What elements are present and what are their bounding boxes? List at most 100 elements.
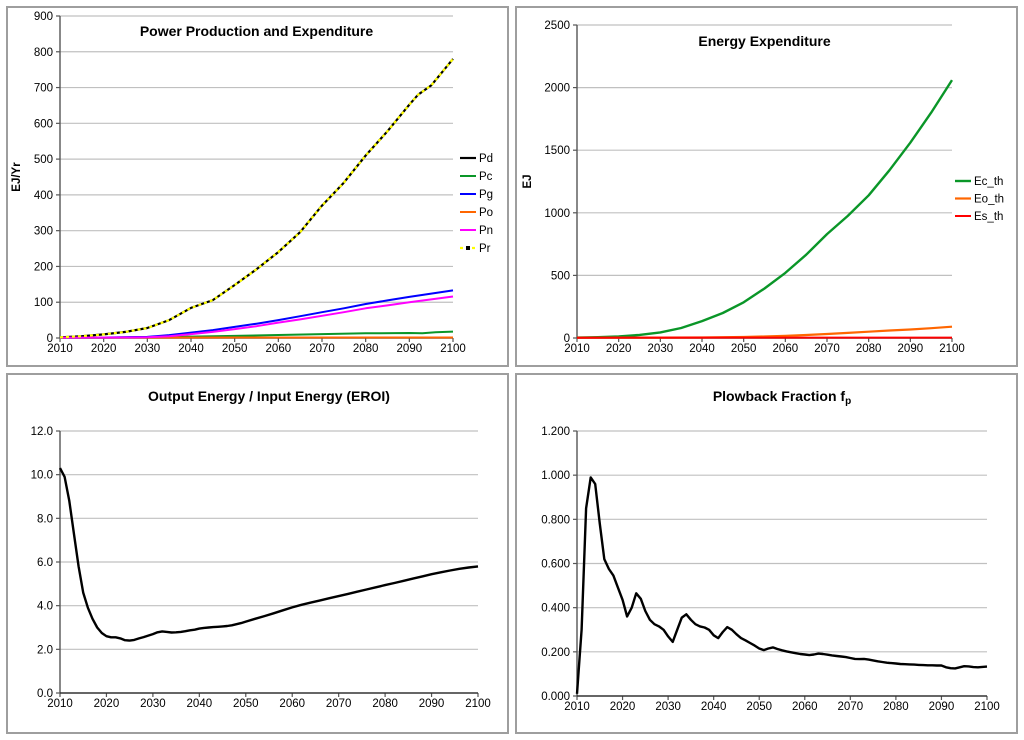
series-line-EROI [58, 467, 479, 642]
x-tick-label: 2090 [419, 698, 445, 710]
y-tick-label: 0 [564, 333, 570, 345]
panel-energy-expenditure: 0 500 1000 1500 2000 2500 2010 2020 2030 2040 2050… [515, 6, 1018, 367]
y-tick-label: 100 [34, 297, 53, 309]
legend-label-Pg: Pg [479, 189, 493, 201]
x-tick-label: 2070 [326, 698, 352, 710]
chart-title-subscript: p [845, 396, 851, 407]
chart-title: Plowback Fraction fp [713, 388, 851, 407]
y-tick-label: 1500 [544, 145, 570, 157]
y-tick-label: 0.800 [541, 514, 570, 526]
y-tick-label: 6.0 [37, 557, 53, 569]
x-tick-label: 2090 [929, 701, 955, 713]
y-tick-label: 500 [551, 270, 570, 282]
legend-label-Ec_th: Ec_th [974, 176, 1003, 188]
x-tick-label: 2070 [309, 343, 335, 355]
y-tick-label: 0.400 [541, 603, 570, 615]
panel-power-production: 0 100 200 300 400 500 600 700 800 900 2010 2020 2030… [6, 6, 509, 367]
x-tick-label: 2050 [746, 701, 772, 713]
series-line-Pd [59, 58, 454, 339]
y-tick-label: 10.0 [31, 470, 53, 482]
x-tick-label: 2060 [773, 343, 799, 355]
x-tick-label: 2030 [655, 701, 681, 713]
legend-label-Eo_th: Eo_th [974, 194, 1004, 206]
y-axis-title: EJ [522, 174, 534, 188]
y-tick-label: 900 [34, 11, 53, 23]
y-tick-label: 2500 [544, 20, 570, 32]
series-line-Pg [59, 289, 454, 339]
y-tick-label: 2000 [544, 83, 570, 95]
x-tick-label: 2100 [440, 343, 466, 355]
y-tick-label: 0.0 [37, 688, 53, 700]
legend-label-Pr: Pr [479, 243, 491, 255]
chart-title: Energy Expenditure [698, 33, 830, 49]
x-tick-label: 2090 [397, 343, 423, 355]
x-tick-label: 2020 [94, 698, 120, 710]
x-tick-label: 2080 [856, 343, 882, 355]
x-tick-label: 2060 [792, 701, 818, 713]
x-tick-label: 2030 [648, 343, 674, 355]
y-tick-label: 1.000 [541, 470, 570, 482]
power-production-chart: 0 100 200 300 400 500 600 700 800 900 2010 2020 2030… [11, 11, 493, 355]
y-tick-label: 12.0 [31, 426, 53, 438]
x-tick-label: 2100 [939, 343, 965, 355]
y-tick-label: 0.000 [541, 691, 570, 703]
x-tick-label: 2090 [898, 343, 924, 355]
y-tick-label: 700 [34, 83, 53, 95]
series-line-Pr [59, 58, 454, 339]
panel-plowback-fraction: 0.000 0.200 0.400 0.600 0.800 1.000 1.200 2010 2… [515, 373, 1018, 734]
y-tick-label: 0 [47, 333, 53, 345]
x-tick-label: 2040 [689, 343, 715, 355]
y-tick-label: 8.0 [37, 513, 53, 525]
chart-title: Output Energy / Input Energy (EROI) [148, 388, 390, 404]
x-tick-label: 2050 [731, 343, 757, 355]
legend-label-Po: Po [479, 207, 493, 219]
x-tick-label: 2070 [838, 701, 864, 713]
y-axis-title: EJ/Yr [11, 162, 23, 192]
y-tick-label: 800 [34, 47, 53, 59]
series-line-fp [575, 476, 988, 694]
x-tick-label: 2080 [883, 701, 909, 713]
x-tick-label: 2100 [974, 701, 1000, 713]
x-tick-label: 2030 [140, 698, 166, 710]
x-tick-label: 2010 [47, 343, 73, 355]
y-tick-label: 200 [34, 261, 53, 273]
legend-label-Pn: Pn [479, 225, 493, 237]
x-tick-label: 2020 [610, 701, 636, 713]
plowback-fraction-chart: 0.000 0.200 0.400 0.600 0.800 1.000 1.200 2010 2… [541, 388, 1000, 713]
x-tick-label: 2060 [266, 343, 292, 355]
y-tick-label: 300 [34, 226, 53, 238]
x-tick-label: 2080 [353, 343, 379, 355]
y-tick-label: 0.600 [541, 559, 570, 571]
y-tick-label: 600 [34, 118, 53, 130]
y-tick-label: 1000 [544, 208, 570, 220]
legend-label-Pd: Pd [479, 153, 493, 165]
x-tick-label: 2030 [135, 343, 161, 355]
x-tick-label: 2040 [178, 343, 204, 355]
x-tick-label: 2040 [701, 701, 727, 713]
x-tick-label: 2010 [47, 698, 73, 710]
x-tick-label: 2010 [564, 343, 590, 355]
y-tick-label: 0.200 [541, 647, 570, 659]
x-tick-label: 2070 [814, 343, 840, 355]
y-tick-label: 4.0 [37, 601, 53, 613]
panel-eroi: 0.0 2.0 4.0 6.0 8.0 10.0 12.0 2010 2020 2030 2040 2… [6, 373, 509, 734]
energy-expenditure-chart: 0 500 1000 1500 2000 2500 2010 2020 2030 2040 2050… [522, 20, 1004, 355]
legend-label-Pc: Pc [479, 171, 493, 183]
eroi-chart: 0.0 2.0 4.0 6.0 8.0 10.0 12.0 2010 2020 2030 2040 2… [31, 388, 491, 710]
x-tick-label: 2050 [233, 698, 259, 710]
x-tick-label: 2020 [606, 343, 632, 355]
legend-label-Es_th: Es_th [974, 211, 1003, 223]
x-tick-label: 2080 [372, 698, 398, 710]
y-tick-label: 1.200 [541, 426, 570, 438]
x-tick-label: 2010 [564, 701, 590, 713]
series-line-Ec_th [576, 79, 954, 339]
y-tick-label: 500 [34, 154, 53, 166]
x-tick-label: 2040 [187, 698, 213, 710]
y-tick-label: 2.0 [37, 644, 53, 656]
x-tick-label: 2060 [279, 698, 305, 710]
legend-marker-Pr [466, 246, 470, 250]
chart-title: Power Production and Expenditure [140, 23, 374, 39]
y-tick-label: 400 [34, 190, 53, 202]
x-tick-label: 2100 [465, 698, 491, 710]
